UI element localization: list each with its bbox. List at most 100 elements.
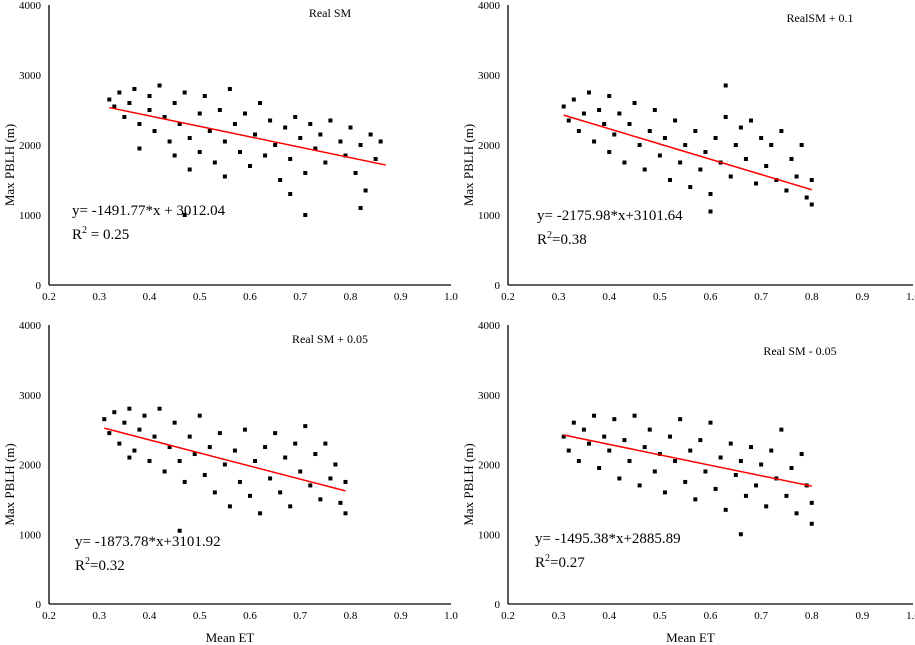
x-tick-label: 0.4 bbox=[143, 291, 157, 303]
data-point bbox=[232, 448, 237, 453]
data-point bbox=[122, 115, 127, 119]
data-point bbox=[698, 167, 703, 172]
data-point bbox=[338, 139, 343, 144]
y-tick-label: 0 bbox=[36, 599, 42, 611]
data-point bbox=[749, 445, 753, 450]
data-point bbox=[566, 448, 571, 453]
data-point bbox=[217, 431, 222, 436]
data-point bbox=[343, 511, 348, 516]
data-point bbox=[182, 479, 187, 484]
data-point bbox=[237, 150, 242, 154]
data-point bbox=[308, 122, 313, 126]
y-tick-label: 4000 bbox=[19, 0, 42, 12]
data-point bbox=[693, 497, 698, 502]
data-point bbox=[581, 427, 586, 432]
data-point bbox=[293, 441, 298, 446]
data-point bbox=[764, 164, 769, 168]
data-point bbox=[328, 118, 333, 123]
r-symbol: R bbox=[72, 227, 82, 243]
y-tick-label: 1000 bbox=[19, 529, 42, 541]
x-tick-label: 0.8 bbox=[805, 291, 819, 303]
data-point bbox=[728, 174, 733, 179]
data-point bbox=[323, 160, 328, 165]
x-axis-label: Mean ET bbox=[666, 630, 715, 645]
data-point bbox=[627, 122, 632, 126]
data-point bbox=[288, 157, 293, 161]
data-point bbox=[602, 122, 607, 126]
chart-panel-2: 0.2 0.3 0.4 0.5 0.6 0.7 0.8 0.9 1.0 0 1000 2000 3000… bbox=[461, 0, 915, 303]
data-point bbox=[167, 139, 172, 144]
data-point bbox=[207, 129, 212, 133]
r-squared-label: R2 = 0.25 bbox=[72, 225, 129, 243]
data-point bbox=[673, 459, 678, 464]
x-tick-label: 0.5 bbox=[193, 610, 207, 622]
data-point bbox=[754, 483, 759, 488]
data-point bbox=[698, 438, 703, 443]
data-point bbox=[733, 472, 738, 477]
r-symbol: R bbox=[535, 555, 545, 571]
x-tick-label: 1.0 bbox=[906, 610, 915, 622]
data-point bbox=[348, 125, 353, 130]
data-point bbox=[602, 434, 607, 439]
y-tick-label: 4000 bbox=[19, 320, 42, 332]
r-squared-label: R2=0.32 bbox=[75, 556, 125, 574]
data-point bbox=[288, 192, 293, 196]
data-point bbox=[774, 178, 779, 182]
data-point bbox=[769, 448, 774, 453]
data-point bbox=[107, 97, 112, 102]
y-tick-label: 0 bbox=[495, 280, 501, 292]
data-point bbox=[713, 486, 718, 491]
y-tick-label: 3000 bbox=[19, 70, 42, 82]
x-tick-label: 0.3 bbox=[92, 610, 106, 622]
data-point bbox=[323, 441, 328, 446]
data-point bbox=[607, 150, 612, 154]
data-point bbox=[137, 122, 142, 126]
x-tick-label: 1.0 bbox=[906, 291, 915, 303]
data-point bbox=[723, 507, 728, 512]
data-point bbox=[754, 181, 759, 186]
data-point bbox=[592, 139, 597, 144]
regression-line bbox=[563, 114, 812, 191]
y-tick-label: 2000 bbox=[478, 460, 501, 472]
x-tick-label: 0.4 bbox=[143, 610, 157, 622]
y-tick-label: 1000 bbox=[478, 529, 501, 541]
data-point bbox=[809, 178, 814, 182]
data-point bbox=[268, 476, 273, 481]
data-point bbox=[137, 146, 142, 151]
data-point bbox=[127, 455, 132, 460]
x-tick-label: 0.3 bbox=[92, 291, 106, 303]
x-tick-label: 0.7 bbox=[293, 291, 307, 303]
data-point bbox=[147, 108, 152, 112]
panel-title: Real SM - 0.05 bbox=[763, 344, 836, 358]
data-point bbox=[592, 413, 597, 418]
x-tick-label: 0.9 bbox=[394, 610, 408, 622]
y-tick-label: 4000 bbox=[478, 320, 501, 332]
data-point bbox=[132, 448, 137, 453]
chart-panel-1: 0.2 0.3 0.4 0.5 0.6 0.7 0.8 0.9 1.0 0 1000 2000 3000… bbox=[2, 0, 458, 303]
data-point bbox=[263, 445, 268, 450]
r-squared-label: R2=0.27 bbox=[535, 553, 585, 571]
y-tick-label: 0 bbox=[36, 280, 42, 292]
x-tick-label: 0.6 bbox=[704, 291, 718, 303]
r-symbol: R bbox=[537, 232, 547, 248]
data-point bbox=[217, 108, 222, 112]
data-point bbox=[182, 213, 187, 217]
x-tick-label: 0.9 bbox=[856, 610, 870, 622]
regression-line bbox=[104, 427, 346, 492]
data-point bbox=[373, 157, 378, 161]
x-tick-label: 0.7 bbox=[293, 610, 307, 622]
y-tick-label: 2000 bbox=[478, 140, 501, 152]
data-point bbox=[107, 431, 112, 436]
data-point bbox=[112, 410, 117, 415]
superscript-2: 2 bbox=[547, 230, 552, 241]
y-axis-label: Max PBLH (m) bbox=[2, 124, 17, 206]
data-point bbox=[617, 111, 622, 116]
data-point bbox=[172, 420, 177, 425]
data-point bbox=[743, 493, 748, 498]
data-point bbox=[338, 500, 343, 505]
data-point bbox=[112, 104, 117, 109]
x-tick-label: 0.3 bbox=[552, 291, 566, 303]
data-point bbox=[333, 462, 338, 467]
superscript-2: 2 bbox=[85, 556, 90, 567]
data-point bbox=[318, 132, 323, 137]
